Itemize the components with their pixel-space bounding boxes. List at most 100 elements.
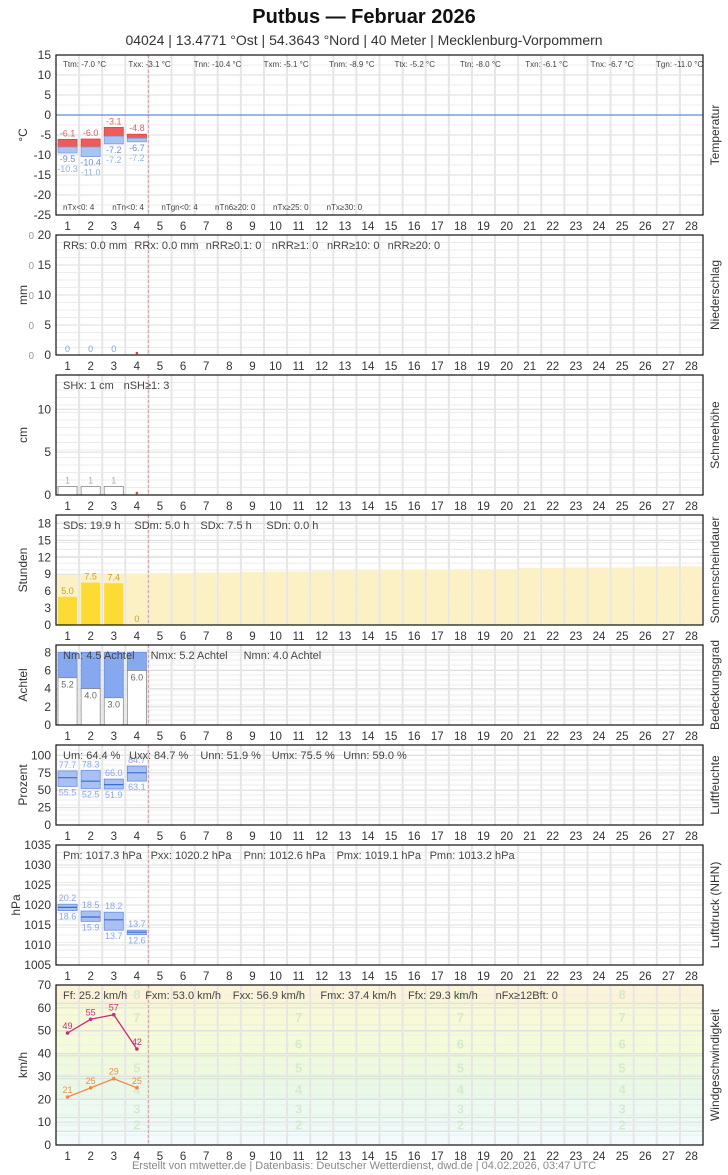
x-tick: 10 [269, 971, 282, 983]
x-tick: 11 [293, 1151, 305, 1163]
x-tick: 8 [226, 501, 232, 513]
x-tick: 10 [269, 631, 282, 643]
x-tick: 3 [111, 501, 117, 513]
stat-text: nTx<0: 4 [63, 203, 95, 212]
x-tick: 7 [203, 731, 209, 743]
tground-label: -11.0 [81, 168, 101, 178]
wind-line [67, 1078, 138, 1098]
precip-minor-axis: 0 [28, 261, 34, 272]
sun-potential-bar [241, 571, 263, 625]
x-tick: 15 [385, 1151, 398, 1163]
min-label: 52.5 [82, 789, 100, 799]
x-tick: 15 [385, 971, 398, 983]
x-tick: 4 [134, 1151, 141, 1163]
x-tick: 6 [180, 831, 186, 843]
y-tick: 0 [44, 108, 51, 122]
y-axis-label: mm [16, 285, 30, 305]
x-tick: 20 [500, 1151, 513, 1163]
y-tick: 1010 [24, 938, 51, 952]
sun-bar [104, 583, 124, 625]
y-tick: 0 [44, 348, 51, 362]
x-tick: 6 [180, 221, 186, 233]
x-tick: 5 [157, 221, 163, 233]
y-tick: 30 [38, 1069, 52, 1083]
x-tick: 10 [269, 1151, 282, 1163]
range-bar [103, 778, 124, 790]
x-tick: 1 [64, 731, 70, 743]
beaufort-label: 5 [295, 1060, 302, 1075]
beaufort-label: 6 [133, 1036, 140, 1051]
station-info: 04024 | 13.4771 °Ost | 54.3643 °Nord | 4… [125, 32, 603, 48]
precip-minor-axis: 0 [28, 291, 34, 302]
plot-frame [55, 744, 704, 826]
x-tick: 22 [546, 1151, 559, 1163]
tmin-bar [126, 137, 147, 143]
y-axis-label: °C [16, 128, 30, 142]
y-tick: 40 [38, 1047, 52, 1061]
x-tick: 2 [87, 731, 93, 743]
sun-potential-bar [218, 572, 240, 625]
x-tick: 7 [203, 831, 209, 843]
x-tick: 26 [639, 631, 652, 643]
x-tick: 24 [593, 971, 606, 983]
x-tick: 21 [523, 1151, 536, 1163]
range-bar [80, 770, 101, 789]
max-label: 18.5 [82, 900, 100, 910]
y-tick: 20 [38, 1092, 52, 1106]
y-tick: 25 [38, 801, 52, 815]
stat-text: nRR≥1: 0 [272, 240, 318, 252]
x-tick: 10 [269, 831, 282, 843]
x-tick: 5 [157, 501, 163, 513]
page-title: Putbus — Februar 2026 [252, 6, 476, 28]
x-tick: 17 [431, 501, 444, 513]
y-axis-label: cm [16, 427, 30, 443]
x-tick: 22 [546, 361, 559, 373]
x-tick: 5 [157, 361, 163, 373]
stat-text: Ttm: -7.0 °C [63, 60, 106, 69]
x-tick: 14 [362, 1151, 375, 1163]
y-tick: 70 [38, 978, 52, 992]
beaufort-label: 2 [457, 1117, 464, 1132]
snow-label: 1 [111, 475, 116, 485]
x-tick: 8 [226, 631, 232, 643]
stat-text: Nmx: 5.2 Achtel [151, 650, 228, 662]
y-tick: 2 [44, 700, 51, 714]
beaufort-label: 8 [457, 987, 464, 1002]
y-tick: 3 [44, 601, 51, 615]
y-tick: 9 [44, 567, 51, 581]
x-tick: 5 [157, 1151, 163, 1163]
x-tick: 21 [523, 831, 536, 843]
x-tick: 17 [431, 221, 444, 233]
x-tick: 6 [180, 501, 186, 513]
y-tick: 5 [44, 318, 51, 332]
x-tick: 24 [593, 221, 606, 233]
beaufort-label: 3 [619, 1101, 626, 1116]
x-tick: 16 [408, 1151, 421, 1163]
stat-text: Fxx: 56.9 km/h [233, 990, 305, 1002]
x-tick: 27 [662, 501, 675, 513]
data-point [88, 1017, 93, 1022]
y-tick: 75 [38, 766, 52, 780]
y-tick: 12 [38, 550, 52, 564]
x-tick: 11 [293, 831, 305, 843]
stat-text: SDm: 5.0 h [134, 520, 189, 532]
snow-label: 1 [88, 475, 93, 485]
x-tick: 21 [523, 221, 536, 233]
sun-potential-bar [565, 567, 587, 625]
x-tick: 7 [203, 361, 209, 373]
x-tick: 1 [64, 501, 70, 513]
x-tick: 9 [249, 731, 255, 743]
x-tick: 16 [408, 731, 421, 743]
x-tick: 20 [500, 631, 513, 643]
x-tick: 15 [385, 831, 398, 843]
sun-potential-bar [311, 570, 333, 625]
x-tick: 19 [477, 631, 490, 643]
x-tick: 6 [180, 731, 186, 743]
x-tick: 3 [111, 971, 117, 983]
sun-label: 7.4 [108, 572, 121, 582]
sun-label: 5.0 [61, 586, 74, 596]
beaufort-label: 2 [619, 1117, 626, 1132]
x-tick: 24 [593, 731, 606, 743]
range-bar [80, 910, 101, 922]
tmax-bar [126, 133, 147, 139]
